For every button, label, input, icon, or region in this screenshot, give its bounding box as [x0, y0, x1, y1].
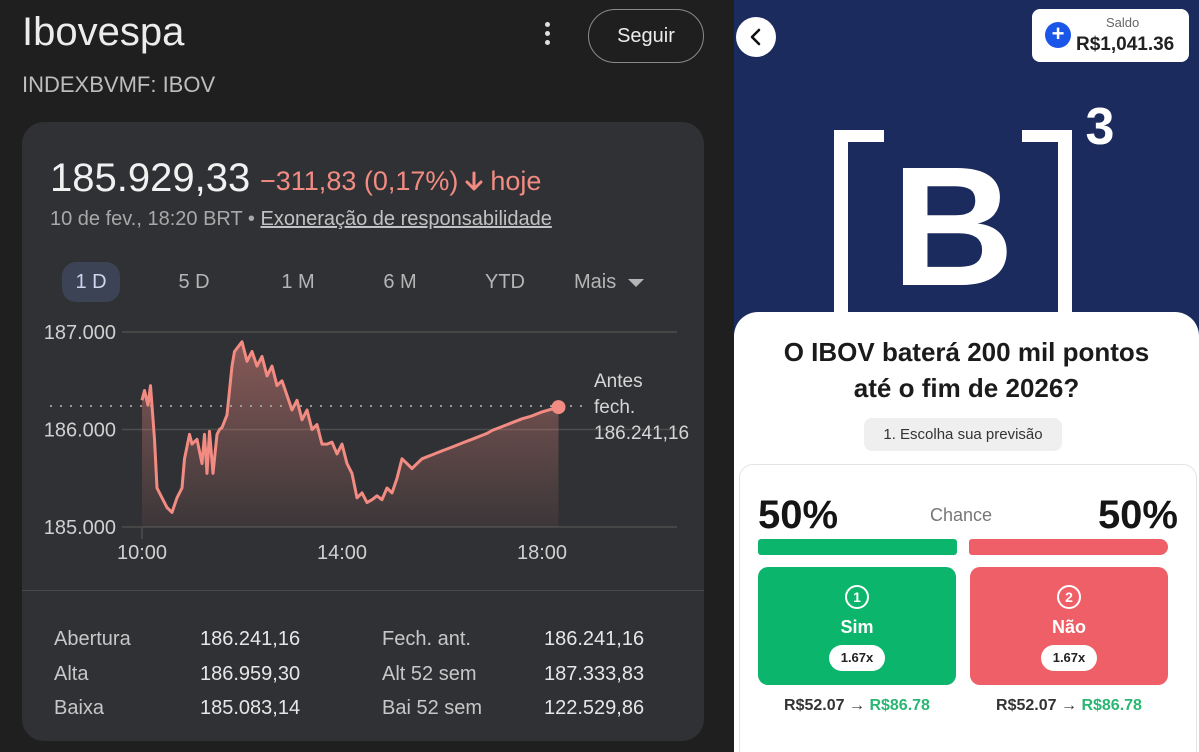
timestamp: 10 de fev., 18:20 BRT	[50, 208, 243, 230]
payout-return: R$86.78	[1081, 697, 1142, 714]
x-tick-label: 14:00	[317, 542, 367, 564]
disclaimer-link[interactable]: Exoneração de responsabilidade	[260, 208, 552, 230]
yes-probability-bar	[758, 539, 957, 555]
arrow-down-icon	[465, 171, 483, 190]
tab-1d[interactable]: 1 D	[62, 262, 120, 302]
previous-close-label: fech.	[594, 397, 635, 418]
y-tick-label: 185.000	[44, 517, 116, 539]
stats-col2-values: 186.241,16 187.333,83 122.529,86	[544, 622, 644, 726]
quote-card: 185.929,33 −311,83 (0,17%) hoje 10 de fe…	[22, 122, 704, 741]
stat-label-open: Abertura	[54, 628, 131, 650]
option-number: 1	[845, 585, 869, 609]
market-question: O IBOV baterá 200 mil pontos até o fim d…	[783, 337, 1150, 403]
tab-6m[interactable]: 6 M	[383, 271, 417, 293]
arrow-right-icon: →	[849, 697, 865, 714]
tab-1m[interactable]: 1 M	[281, 271, 315, 293]
no-option-button[interactable]: 2 Não 1.67x	[970, 567, 1168, 685]
price-change: −311,83 (0,17%) hoje	[260, 166, 541, 197]
previous-close-label: Antes	[594, 371, 643, 392]
stat-value-52w-high: 187.333,83	[544, 662, 645, 685]
payout-stake: R$52.07	[996, 697, 1057, 714]
stat-label-52w-high: Alt 52 sem	[382, 662, 477, 685]
stat-label-high: Alta	[54, 662, 89, 685]
meta-separator: •	[247, 208, 255, 230]
follow-button[interactable]: Seguir	[588, 9, 704, 63]
stats-divider	[22, 590, 704, 591]
market-card: 50% Chance 50% 1 Sim 1.67x 2 Não 1.67x R…	[739, 464, 1197, 752]
logo-superscript: 3	[1086, 98, 1115, 156]
tab-more-label: Mais	[574, 271, 617, 293]
price-line	[140, 340, 559, 514]
ticker-symbol: INDEXBVMF: IBOV	[22, 72, 216, 97]
stats-col1-values: 186.241,16 186.959,30 185.083,14	[200, 622, 300, 726]
stats-col1-labels: Abertura Alta Baixa	[54, 622, 131, 726]
yes-payout: R$52.07 → R$86.78	[758, 697, 956, 715]
last-price-dot	[551, 400, 566, 415]
back-button[interactable]	[736, 17, 776, 57]
no-percentage: 50%	[1097, 493, 1178, 537]
option-number: 2	[1057, 585, 1081, 609]
tab-5d[interactable]: 5 D	[178, 271, 210, 293]
tab-more[interactable]: Mais	[574, 262, 674, 302]
page-title: Ibovespa	[22, 10, 185, 54]
option-multiplier: 1.67x	[1041, 645, 1097, 671]
b3-logo: B 3	[834, 98, 1115, 320]
step-label: 1. Escolha sua previsão	[864, 418, 1062, 451]
stat-label-prev-close: Fech. ant.	[382, 628, 471, 650]
stat-value-52w-low: 122.529,86	[544, 697, 645, 719]
prediction-panel: + Saldo R$1,041.36 B 3 O IBOV baterá 200…	[734, 0, 1199, 752]
quote-meta: 10 de fev., 18:20 BRT • Exoneração de re…	[50, 208, 552, 231]
change-period: hoje	[490, 166, 542, 196]
balance-label: Saldo	[1106, 15, 1140, 30]
tab-ytd[interactable]: YTD	[485, 271, 525, 293]
stat-value-open: 186.241,16	[200, 628, 301, 650]
market-sheet: O IBOV baterá 200 mil pontos até o fim d…	[734, 312, 1199, 752]
no-payout: R$52.07 → R$86.78	[970, 697, 1168, 715]
current-price: 185.929,33	[50, 156, 251, 200]
logo-bracket-left	[834, 130, 884, 312]
stat-value-low: 185.083,14	[200, 697, 301, 719]
more-options-icon[interactable]	[536, 22, 558, 50]
y-tick-label: 186.000	[44, 420, 116, 442]
balance-amount: R$1,041.36	[1076, 34, 1175, 55]
stats-col2-labels: Fech. ant. Alt 52 sem Bai 52 sem	[382, 622, 482, 726]
yes-option-button[interactable]: 1 Sim 1.67x	[758, 567, 956, 685]
stat-label-52w-low: Bai 52 sem	[382, 697, 483, 719]
no-probability-bar	[969, 539, 1168, 555]
option-name: Sim	[840, 617, 874, 637]
add-funds-icon[interactable]: +	[1045, 22, 1071, 48]
chevron-left-icon	[750, 28, 761, 46]
payout-stake: R$52.07	[784, 697, 845, 714]
y-tick-label: 187.000	[44, 322, 116, 344]
x-tick-label: 18:00	[517, 542, 567, 564]
option-name: Não	[1051, 617, 1086, 637]
change-value: −311,83 (0,17%)	[260, 166, 459, 196]
balance-widget[interactable]: + Saldo R$1,041.36	[1032, 9, 1189, 62]
chance-label: Chance	[930, 505, 993, 525]
yes-percentage: 50%	[758, 493, 839, 537]
payout-return: R$86.78	[869, 697, 930, 714]
stat-value-prev-close: 186.241,16	[544, 628, 645, 650]
option-multiplier: 1.67x	[829, 645, 885, 671]
logo-letter: B	[892, 132, 1015, 320]
stat-label-low: Baixa	[54, 697, 105, 719]
finance-panel: Ibovespa INDEXBVMF: IBOV Seguir 185.929,…	[22, 9, 704, 741]
dropdown-arrow-icon	[628, 278, 645, 287]
logo-bracket-right	[1022, 130, 1072, 312]
stat-value-high: 186.959,30	[200, 662, 301, 685]
previous-close-label: 186.241,16	[594, 423, 689, 444]
price-area	[142, 341, 559, 527]
x-tick-label: 10:00	[117, 542, 167, 564]
arrow-right-icon: →	[1061, 697, 1077, 714]
